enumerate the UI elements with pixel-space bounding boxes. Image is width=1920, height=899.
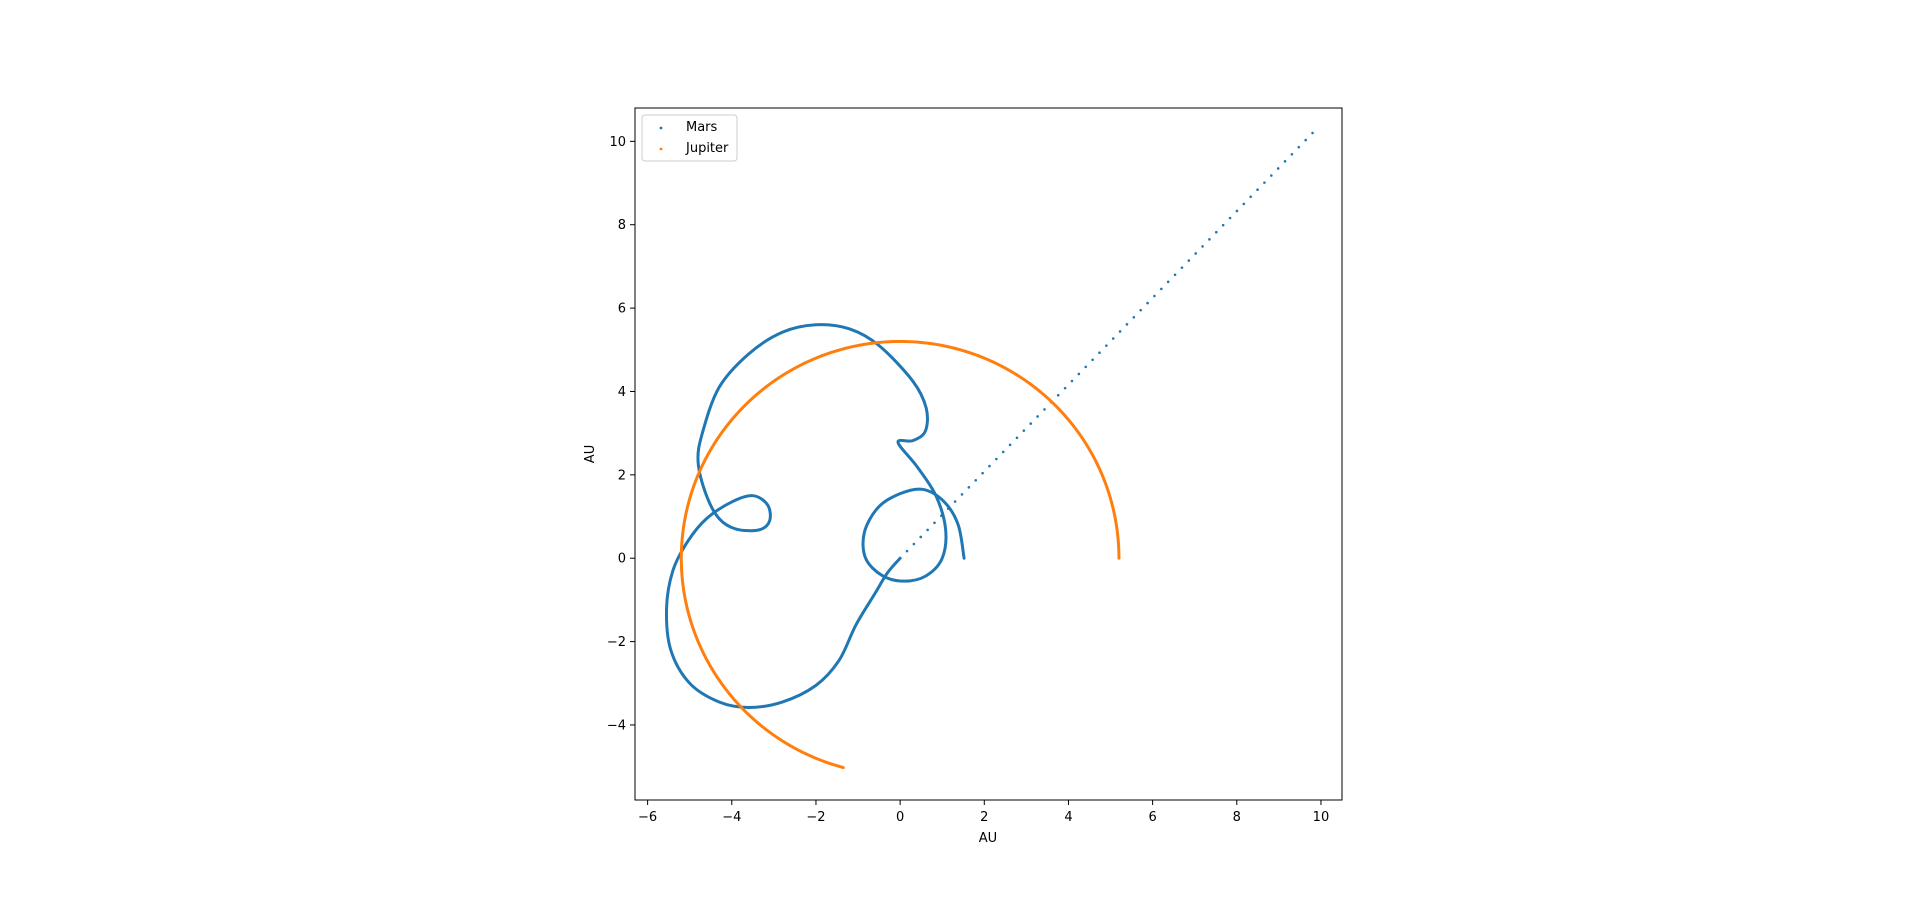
- mars-point: [1263, 181, 1266, 184]
- mars-point: [1270, 174, 1273, 177]
- x-tick-label: −6: [638, 810, 657, 825]
- mars-point: [1290, 152, 1294, 156]
- plot-area: [664, 131, 1314, 770]
- mars-point: [981, 471, 984, 475]
- mars-point: [1228, 216, 1232, 220]
- axes-frame: [634, 107, 1343, 801]
- legend-label-mars: Mars: [686, 120, 718, 135]
- x-axis-label: AU: [979, 831, 997, 846]
- mars-point: [1056, 393, 1060, 397]
- mars-point: [926, 528, 929, 532]
- mars-point: [995, 457, 998, 461]
- jupiter-orbit-path: [679, 339, 1121, 770]
- mars-point: [1118, 330, 1122, 333]
- mars-point: [1022, 429, 1026, 432]
- mars-point: [1201, 245, 1204, 248]
- mars-point: [1084, 365, 1088, 369]
- mars-point: [1105, 344, 1108, 347]
- y-axis-label: AU: [583, 445, 598, 463]
- y-tick-label: −4: [607, 718, 626, 733]
- mars-point: [905, 549, 909, 553]
- mars-orbit-path: [664, 323, 966, 709]
- legend-marker-jupiter: [659, 147, 663, 151]
- mars-point: [1160, 287, 1163, 291]
- mars-point: [940, 514, 943, 517]
- mars-point: [953, 500, 957, 503]
- x-tick-label: 2: [980, 810, 988, 825]
- mars-point: [1180, 266, 1184, 269]
- mars-point: [1153, 294, 1156, 298]
- mars-point: [1146, 301, 1149, 305]
- y-tick-label: 4: [618, 385, 626, 400]
- legend: Mars Jupiter: [641, 114, 738, 162]
- mars-point: [1139, 308, 1143, 312]
- mars-point: [1008, 443, 1012, 447]
- x-tick-label: −4: [722, 810, 741, 825]
- x-tick-label: 10: [1313, 810, 1330, 825]
- mars-point: [1001, 450, 1005, 454]
- mars-point: [1256, 188, 1259, 192]
- legend-marker-mars: [659, 126, 663, 130]
- mars-point: [1194, 252, 1197, 255]
- mars-point: [912, 542, 916, 546]
- mars-point: [1249, 195, 1252, 199]
- mars-point: [1242, 202, 1246, 206]
- mars-point: [1235, 209, 1239, 213]
- x-axis-ticks: −6 −4 −2 0 2 4 6 8 10: [638, 800, 1329, 825]
- y-tick-label: 2: [618, 468, 626, 483]
- mars-point: [1070, 379, 1074, 383]
- legend-label-jupiter: Jupiter: [685, 141, 729, 156]
- mars-point: [1132, 315, 1136, 319]
- x-tick-label: 4: [1064, 810, 1072, 825]
- mars-point: [1111, 337, 1115, 340]
- x-tick-label: 0: [896, 810, 904, 825]
- x-tick-label: 6: [1148, 810, 1156, 825]
- mars-point: [933, 521, 936, 525]
- y-axis-ticks: −4 −2 0 2 4 6 8 10: [607, 135, 635, 733]
- mars-point: [1221, 223, 1225, 227]
- mars-point: [1311, 131, 1314, 135]
- mars-point: [1125, 323, 1129, 326]
- mars-point: [1098, 351, 1101, 355]
- mars-point: [1208, 238, 1211, 241]
- y-tick-label: −2: [607, 635, 626, 650]
- mars-point: [1091, 358, 1094, 362]
- y-tick-label: 10: [609, 135, 626, 150]
- mars-point: [1043, 408, 1046, 411]
- legend-frame: [641, 114, 738, 162]
- mars-point: [946, 507, 950, 510]
- mars-point: [1166, 280, 1170, 284]
- mars-point: [1063, 386, 1067, 390]
- mars-point: [960, 493, 964, 496]
- mars-point: [1173, 273, 1177, 277]
- x-tick-label: 8: [1233, 810, 1241, 825]
- y-tick-label: 0: [618, 552, 626, 567]
- y-tick-label: 6: [618, 302, 626, 317]
- mars-point: [1215, 230, 1218, 234]
- mars-point: [1036, 415, 1039, 418]
- mars-point: [988, 464, 991, 468]
- mars-point: [1187, 259, 1191, 262]
- mars-point: [919, 535, 923, 539]
- mars-point: [1015, 436, 1019, 440]
- mars-point: [1029, 422, 1033, 425]
- mars-point: [1297, 145, 1301, 149]
- y-tick-label: 8: [618, 218, 626, 233]
- mars-point: [974, 478, 978, 482]
- x-tick-label: −2: [806, 810, 825, 825]
- mars-point: [1283, 160, 1287, 163]
- mars-point: [1304, 138, 1307, 142]
- mars-point: [967, 486, 971, 489]
- mars-point: [1077, 372, 1081, 376]
- mars-point: [1276, 167, 1280, 170]
